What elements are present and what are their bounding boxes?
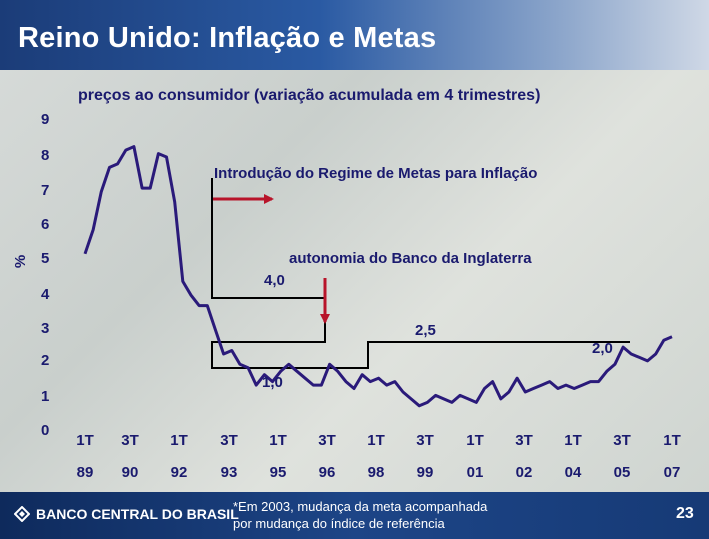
x-tick-year: 92 (170, 464, 188, 481)
title-bar (0, 0, 709, 70)
x-tick-year: 95 (269, 464, 287, 481)
x-tick-year: 89 (76, 464, 94, 481)
target-step-line (211, 178, 630, 369)
x-tick-quarter: 1T (466, 432, 484, 449)
x-tick-year: 90 (121, 464, 139, 481)
footnote: *Em 2003, mudança da meta acompanhada po… (233, 498, 487, 532)
y-tick-label: 4 (41, 286, 50, 303)
x-tick-year: 01 (466, 464, 484, 481)
x-tick-quarter: 3T (515, 432, 533, 449)
x-tick-year: 04 (564, 464, 582, 481)
y-tick-label: 8 (41, 147, 50, 164)
x-tick-quarter: 1T (663, 432, 681, 449)
x-tick-year: 98 (367, 464, 385, 481)
target-label: 4,0 (264, 272, 285, 289)
x-tick-quarter: 3T (121, 432, 139, 449)
regime-annotation: Introdução do Regime de Metas para Infla… (214, 165, 538, 182)
x-tick-year: 07 (663, 464, 681, 481)
x-tick-year: 02 (515, 464, 533, 481)
x-tick-year: 99 (416, 464, 434, 481)
x-tick-year: 05 (613, 464, 631, 481)
footnote-line: por mudança do índice de referência (233, 516, 445, 531)
x-tick-quarter: 1T (367, 432, 385, 449)
x-tick-quarter: 1T (76, 432, 94, 449)
x-tick-quarter: 1T (269, 432, 287, 449)
page-number: 23 (676, 505, 694, 522)
x-tick-quarter: 3T (613, 432, 631, 449)
slide-title: Reino Unido: Inflação e Metas (18, 22, 437, 54)
x-tick-quarter: 3T (416, 432, 434, 449)
x-tick-quarter: 3T (318, 432, 336, 449)
x-tick-quarter: 1T (564, 432, 582, 449)
inflation-series-line (83, 145, 673, 408)
y-tick-label: 3 (41, 320, 50, 337)
footer-bar (0, 492, 709, 539)
target-label: 1,0 (262, 374, 283, 391)
chart-title: preços ao consumidor (variação acumulada… (78, 87, 541, 104)
x-tick-quarter: 3T (220, 432, 238, 449)
logo-text: BANCO CENTRAL DO BRASIL (36, 506, 239, 522)
bcb-logo-icon (14, 506, 30, 522)
bcb-logo: BANCO CENTRAL DO BRASIL (14, 506, 239, 522)
y-tick-label: 9 (41, 111, 50, 128)
target-label: 2,5 (415, 322, 436, 339)
footnote-line: *Em 2003, mudança da meta acompanhada (233, 499, 488, 514)
y-tick-label: 0 (41, 422, 50, 439)
y-tick-label: 2 (41, 352, 50, 369)
x-tick-quarter: 1T (170, 432, 188, 449)
x-tick-year: 96 (318, 464, 336, 481)
target-label: 2,0 (592, 340, 613, 357)
y-tick-label: 1 (41, 388, 50, 405)
y-tick-label: 6 (41, 216, 50, 233)
y-tick-label: 5 (41, 250, 50, 267)
autonomy-annotation: autonomia do Banco da Inglaterra (289, 250, 532, 267)
x-tick-year: 93 (220, 464, 238, 481)
y-tick-label: 7 (41, 182, 50, 199)
